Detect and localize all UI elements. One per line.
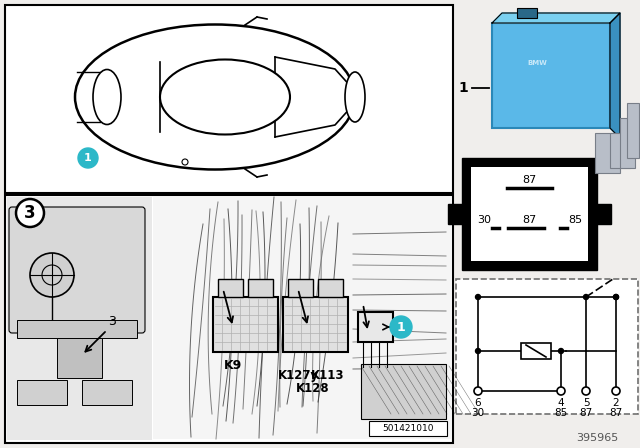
- Bar: [57, 338, 102, 378]
- Text: K9: K9: [224, 358, 242, 371]
- Text: 1: 1: [84, 153, 92, 163]
- Bar: [361, 364, 446, 419]
- Text: 87: 87: [522, 215, 536, 225]
- Bar: [218, 279, 243, 297]
- Bar: [5, 195, 453, 443]
- Bar: [620, 118, 635, 168]
- Text: 3: 3: [24, 204, 36, 222]
- Text: BMW: BMW: [527, 60, 547, 66]
- Circle shape: [557, 387, 565, 395]
- Text: K113: K113: [311, 369, 345, 382]
- Bar: [456, 279, 638, 414]
- Bar: [5, 5, 453, 193]
- Text: 87: 87: [609, 408, 623, 418]
- Bar: [448, 204, 462, 224]
- Bar: [462, 158, 597, 270]
- Text: 6: 6: [475, 398, 481, 408]
- Bar: [369, 421, 447, 436]
- Circle shape: [30, 253, 74, 297]
- Bar: [597, 204, 611, 224]
- Text: 30: 30: [477, 215, 491, 225]
- Ellipse shape: [160, 60, 290, 134]
- Bar: [358, 312, 393, 342]
- Text: 1: 1: [458, 81, 468, 95]
- Bar: [610, 133, 630, 168]
- Text: 87: 87: [522, 175, 536, 185]
- Bar: [82, 380, 132, 405]
- Polygon shape: [610, 13, 620, 138]
- Polygon shape: [492, 13, 620, 23]
- Text: K128: K128: [296, 382, 330, 395]
- Bar: [288, 279, 313, 297]
- Circle shape: [16, 199, 44, 227]
- Circle shape: [614, 294, 618, 300]
- Circle shape: [78, 148, 98, 168]
- Bar: [521, 343, 551, 359]
- Ellipse shape: [75, 25, 355, 169]
- Text: 85: 85: [554, 408, 568, 418]
- Bar: [492, 23, 610, 128]
- Bar: [471, 167, 588, 261]
- Bar: [7, 197, 152, 440]
- Text: 30: 30: [472, 408, 484, 418]
- Text: 4: 4: [557, 398, 564, 408]
- Circle shape: [582, 387, 590, 395]
- Bar: [595, 133, 620, 173]
- Text: 501421010: 501421010: [382, 423, 434, 432]
- Text: K127y: K127y: [277, 369, 319, 382]
- Bar: [517, 8, 537, 18]
- Bar: [627, 103, 639, 158]
- Circle shape: [614, 294, 618, 300]
- Text: 2: 2: [612, 398, 620, 408]
- Circle shape: [182, 159, 188, 165]
- Bar: [213, 297, 278, 352]
- Circle shape: [474, 387, 482, 395]
- Circle shape: [584, 294, 589, 300]
- Circle shape: [390, 316, 412, 338]
- Bar: [153, 197, 451, 439]
- Text: 85: 85: [568, 215, 582, 225]
- Ellipse shape: [93, 69, 121, 125]
- Circle shape: [476, 349, 481, 353]
- Bar: [248, 279, 273, 297]
- Text: 5: 5: [582, 398, 589, 408]
- Text: 3: 3: [108, 314, 116, 327]
- Text: 395965: 395965: [576, 433, 618, 443]
- Circle shape: [476, 294, 481, 300]
- Bar: [17, 320, 137, 338]
- FancyBboxPatch shape: [9, 207, 145, 333]
- Bar: [283, 297, 348, 352]
- Circle shape: [612, 387, 620, 395]
- Ellipse shape: [345, 72, 365, 122]
- Circle shape: [559, 349, 563, 353]
- Bar: [318, 279, 343, 297]
- Text: 87: 87: [579, 408, 593, 418]
- Text: 1: 1: [397, 320, 405, 333]
- Circle shape: [42, 265, 62, 285]
- Bar: [17, 380, 67, 405]
